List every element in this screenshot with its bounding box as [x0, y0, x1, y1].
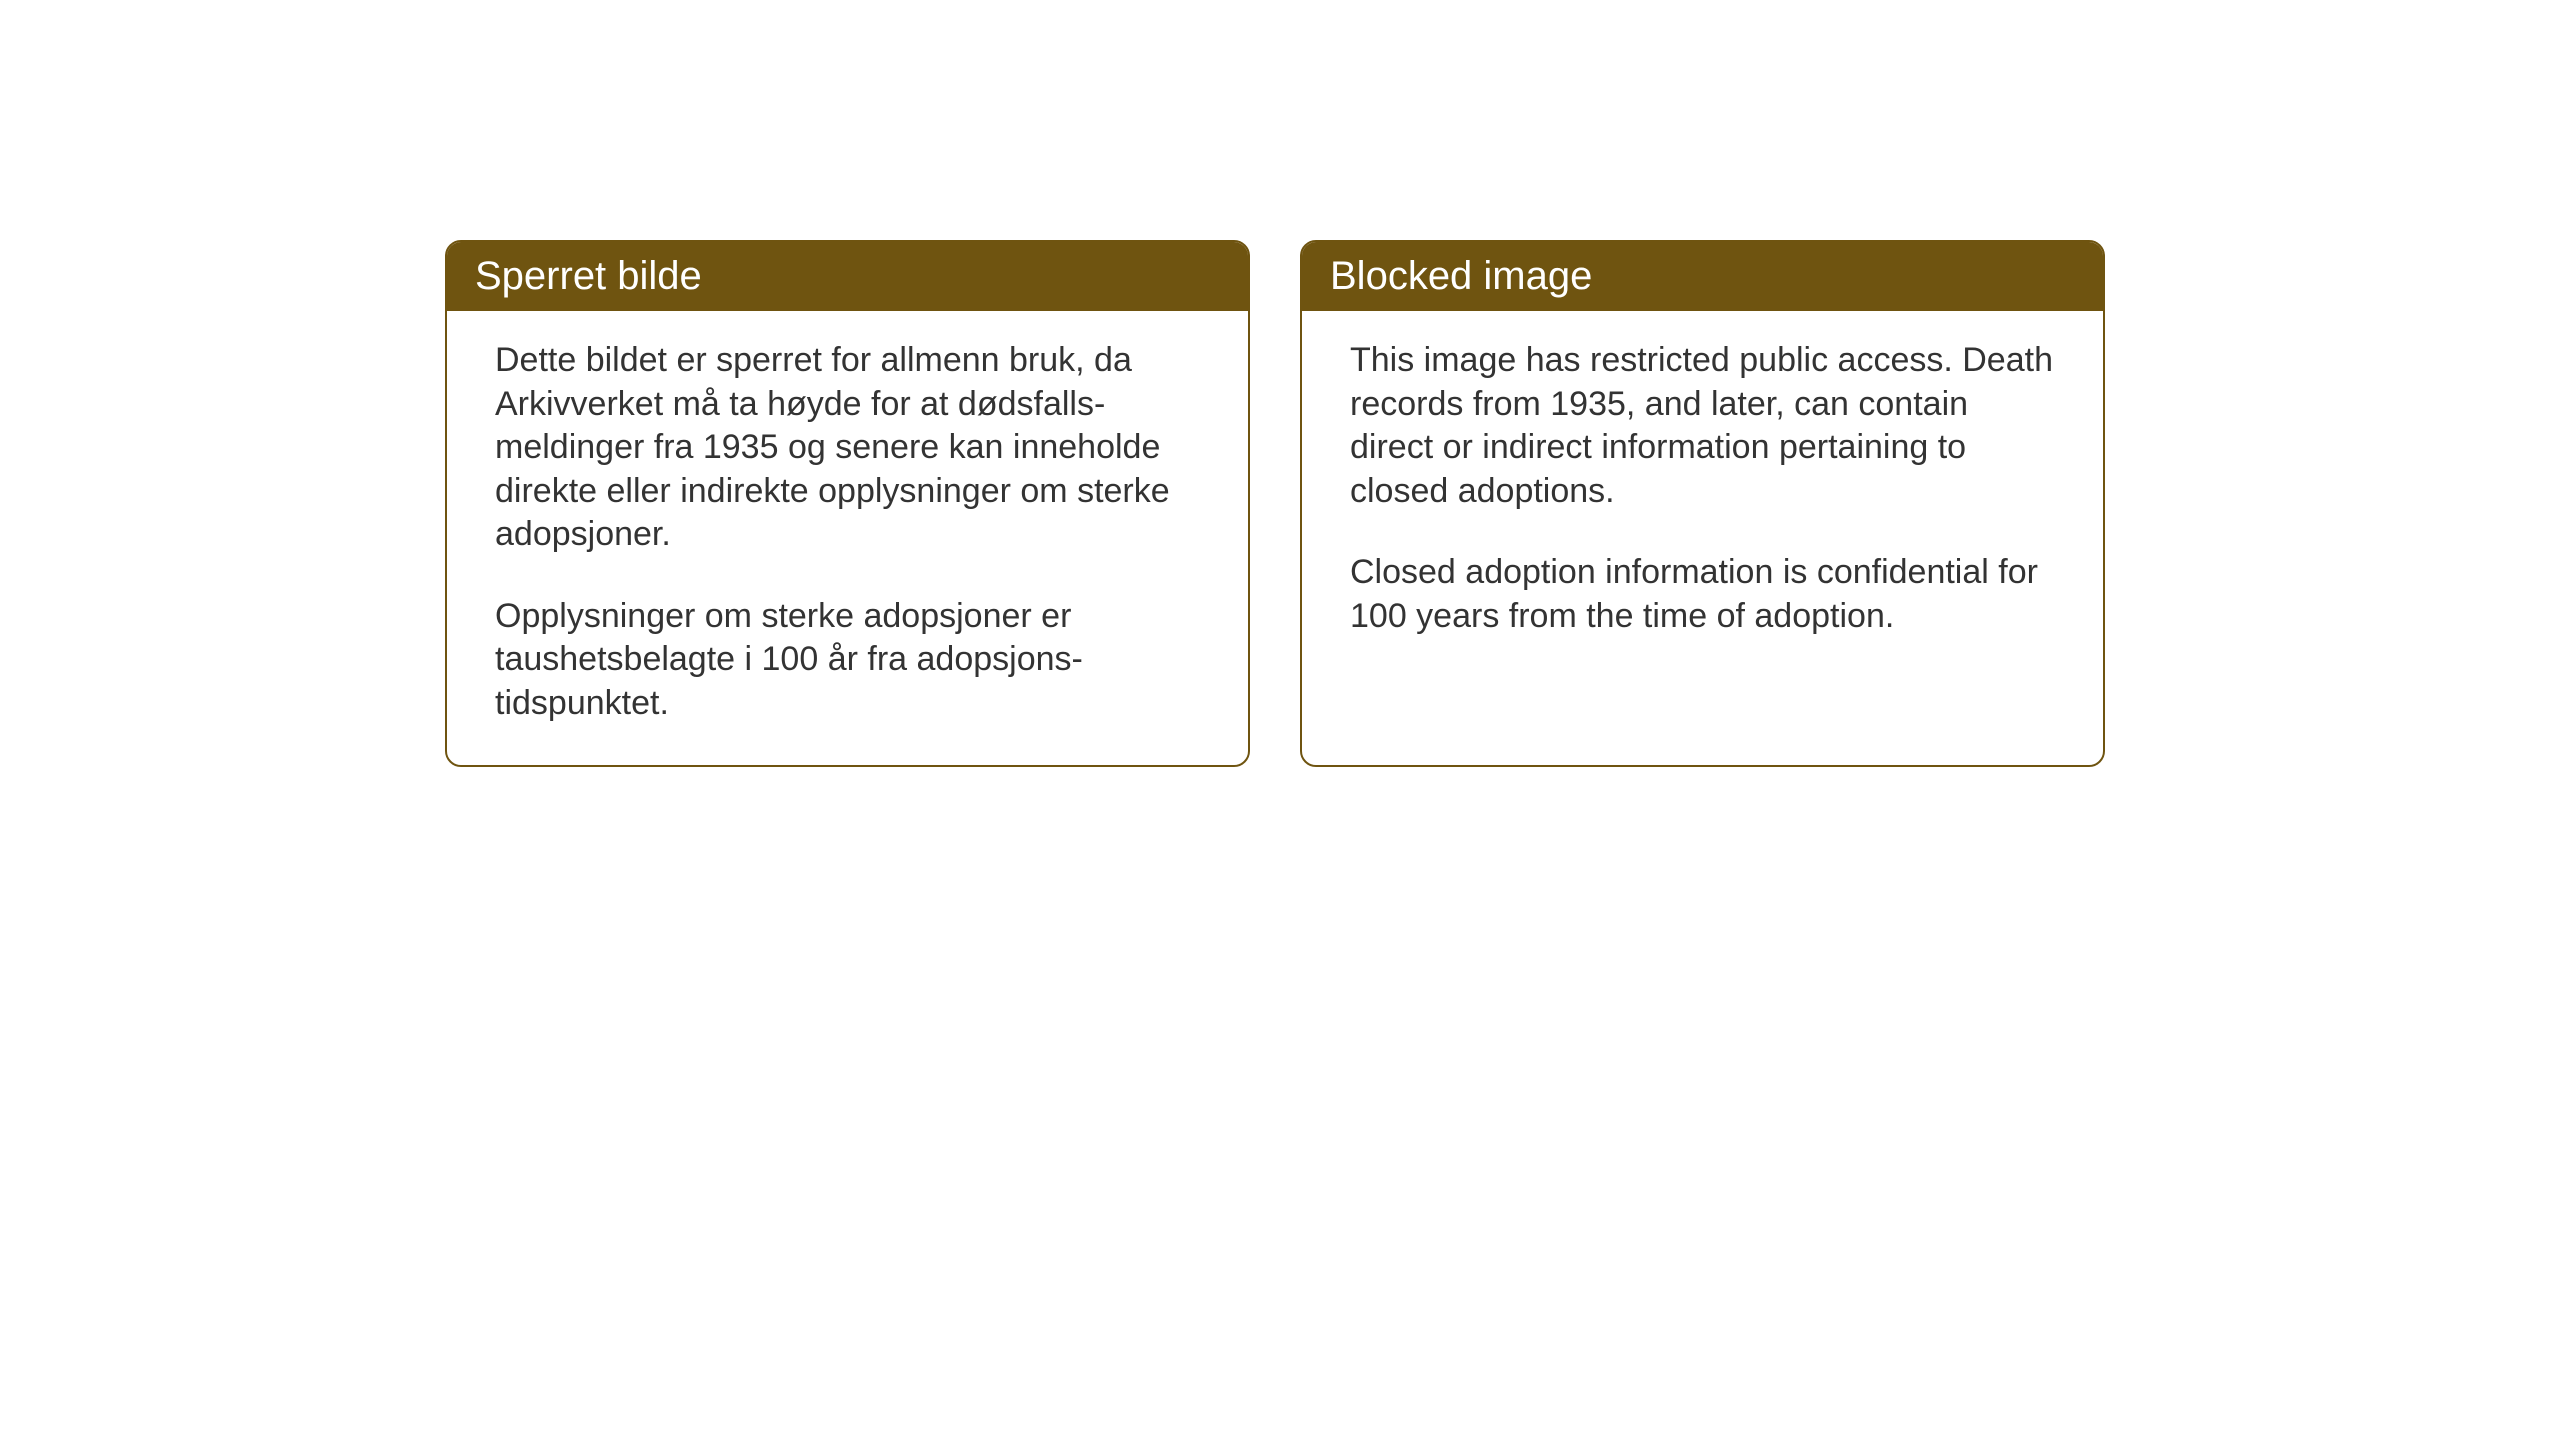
card-header-norwegian: Sperret bilde [447, 242, 1248, 311]
cards-container: Sperret bilde Dette bildet er sperret fo… [445, 240, 2105, 767]
card-paragraph: Opplysninger om sterke adopsjoner er tau… [495, 595, 1200, 726]
card-body-english: This image has restricted public access.… [1302, 311, 2103, 678]
card-paragraph: Closed adoption information is confident… [1350, 551, 2055, 638]
blocked-image-card-norwegian: Sperret bilde Dette bildet er sperret fo… [445, 240, 1250, 767]
blocked-image-card-english: Blocked image This image has restricted … [1300, 240, 2105, 767]
card-header-english: Blocked image [1302, 242, 2103, 311]
card-body-norwegian: Dette bildet er sperret for allmenn bruk… [447, 311, 1248, 765]
card-paragraph: Dette bildet er sperret for allmenn bruk… [495, 339, 1200, 557]
card-paragraph: This image has restricted public access.… [1350, 339, 2055, 513]
